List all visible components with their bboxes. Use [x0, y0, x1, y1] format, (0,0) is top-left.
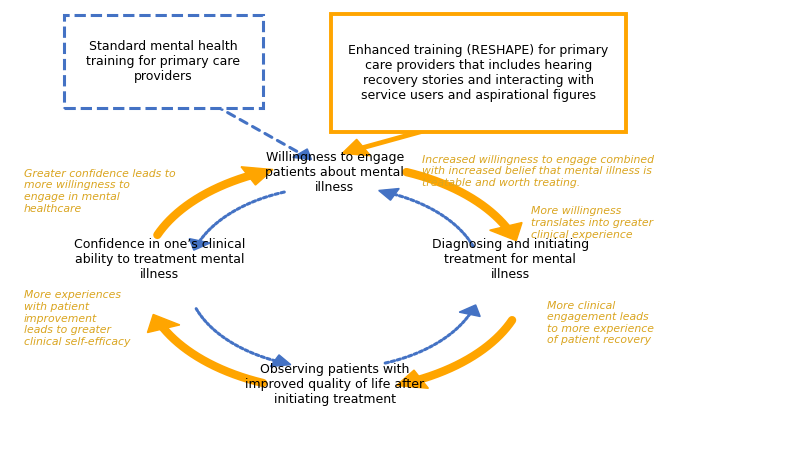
Text: Standard mental health
training for primary care
providers: Standard mental health training for prim…: [86, 40, 241, 83]
Text: Confidence in one’s clinical
ability to treatment mental
illness: Confidence in one’s clinical ability to …: [73, 238, 245, 281]
Polygon shape: [190, 238, 210, 250]
Text: Enhanced training (RESHAPE) for primary
care providers that includes hearing
rec: Enhanced training (RESHAPE) for primary …: [348, 44, 608, 102]
Polygon shape: [459, 305, 480, 317]
Polygon shape: [397, 370, 429, 388]
Text: Observing patients with
improved quality of life after
initiating treatment: Observing patients with improved quality…: [245, 363, 424, 406]
Polygon shape: [379, 188, 399, 200]
Text: More experiences
with patient
improvement
leads to greater
clinical self-efficac: More experiences with patient improvemen…: [24, 290, 130, 347]
Polygon shape: [292, 149, 312, 160]
Text: Increased willingness to engage combined
with increased belief that mental illne: Increased willingness to engage combined…: [422, 155, 654, 188]
Text: Willingness to engage
patients about mental
illness: Willingness to engage patients about men…: [265, 152, 404, 194]
FancyBboxPatch shape: [331, 14, 626, 132]
Polygon shape: [270, 355, 291, 367]
Text: More willingness
translates into greater
clinical experience: More willingness translates into greater…: [532, 207, 654, 239]
Text: Diagnosing and initiating
treatment for mental
illness: Diagnosing and initiating treatment for …: [431, 238, 589, 281]
Text: Greater confidence leads to
more willingness to
engage in mental
healthcare: Greater confidence leads to more willing…: [24, 169, 175, 213]
Polygon shape: [342, 139, 371, 156]
Polygon shape: [241, 167, 273, 185]
Text: More clinical
engagement leads
to more experience
of patient recovery: More clinical engagement leads to more e…: [547, 301, 654, 345]
Polygon shape: [147, 314, 180, 333]
Polygon shape: [489, 222, 522, 241]
FancyBboxPatch shape: [64, 15, 263, 108]
